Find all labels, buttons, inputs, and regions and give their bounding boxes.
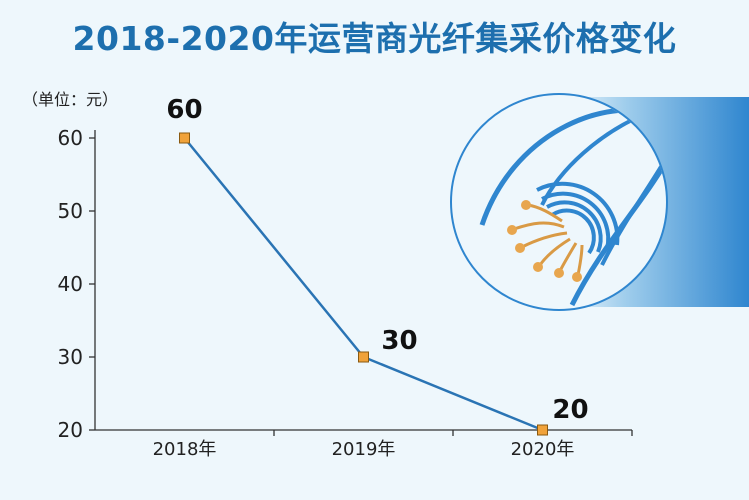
y-tick-label: 50: [58, 199, 83, 223]
data-label: 30: [381, 326, 417, 356]
y-tick-label: 60: [58, 126, 83, 150]
y-tick-label: 20: [58, 418, 83, 442]
data-label: 20: [552, 395, 588, 425]
chart-title: 2018-2020年运营商光纤集采价格变化: [72, 19, 677, 58]
x-tick-label: 2020年: [511, 439, 575, 460]
series-line: [183, 137, 543, 432]
unit-label: （单位：元）: [22, 90, 119, 109]
fiber-optic-cable-icon: [450, 93, 668, 311]
data-point: [179, 132, 190, 144]
data-point: [537, 424, 548, 436]
data-label: 60: [166, 95, 202, 125]
y-tick-label: 40: [58, 272, 83, 296]
data-point: [358, 351, 369, 363]
y-tick-label: 30: [58, 345, 83, 369]
x-tick-label: 2019年: [332, 439, 396, 460]
x-tick-label: 2018年: [153, 439, 217, 460]
